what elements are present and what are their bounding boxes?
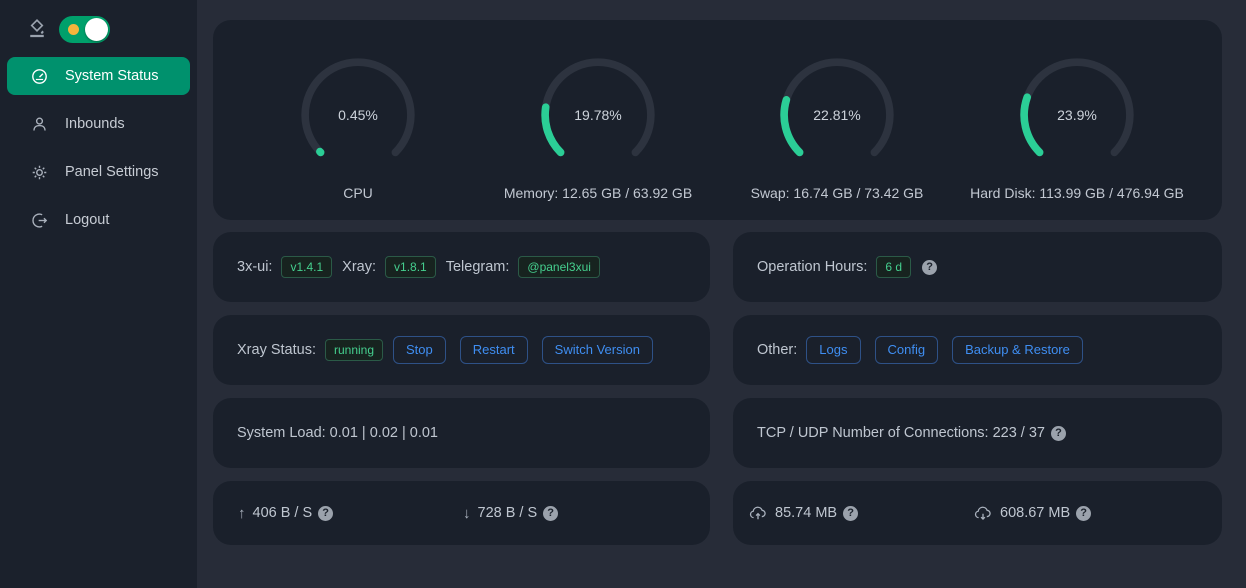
cloud-upload-icon xyxy=(749,505,768,521)
total-traffic-card: 85.74 MB ? 608.67 MB ? xyxy=(733,481,1222,545)
memory-percent: 19.78% xyxy=(574,107,622,123)
connections-card: TCP / UDP Number of Connections: 223 / 3… xyxy=(733,398,1222,468)
restart-button[interactable]: Restart xyxy=(459,336,528,364)
theme-row xyxy=(27,15,110,43)
other-label: Other: xyxy=(757,342,798,358)
app-version-tag: v1.4.1 xyxy=(281,256,333,278)
user-icon xyxy=(31,116,48,133)
sidebar-item-inbounds[interactable]: Inbounds xyxy=(7,105,190,143)
logs-button[interactable]: Logs xyxy=(806,336,861,364)
memory-gauge: 19.78% Memory: 12.65 GB / 63.92 GB xyxy=(478,54,718,201)
swap-label: Swap: 16.74 GB / 73.42 GB xyxy=(750,185,924,201)
versions-card: 3x-ui: v1.4.1 Xray: v1.8.1 Telegram: @pa… xyxy=(213,232,710,302)
telegram-tag[interactable]: @panel3xui xyxy=(518,256,600,278)
dark-mode-toggle[interactable] xyxy=(59,15,110,43)
disk-percent: 23.9% xyxy=(1057,107,1097,123)
disk-gauge: 23.9% Hard Disk: 113.99 GB / 476.94 GB xyxy=(957,54,1197,201)
system-load-text: System Load: 0.01 | 0.02 | 0.01 xyxy=(237,425,438,441)
upload-speed-value: 406 B / S xyxy=(252,505,313,521)
switch-version-button[interactable]: Switch Version xyxy=(541,336,653,364)
config-button[interactable]: Config xyxy=(874,336,939,364)
xray-status-card: Xray Status: running Stop Restart Switch… xyxy=(213,315,710,385)
sidebar-item-panel-settings[interactable]: Panel Settings xyxy=(7,153,190,191)
total-received-metric: 608.67 MB ? xyxy=(974,481,1092,545)
xray-running-tag: running xyxy=(324,339,384,361)
disk-label: Hard Disk: 113.99 GB / 476.94 GB xyxy=(970,185,1184,201)
dashboard-icon xyxy=(31,68,48,85)
download-arrow-icon: ↓ xyxy=(463,504,471,522)
swap-percent: 22.81% xyxy=(813,107,861,123)
sidebar-item-system-status[interactable]: System Status xyxy=(7,57,190,95)
backup-restore-button[interactable]: Backup & Restore xyxy=(952,336,1083,364)
gear-icon xyxy=(31,164,48,181)
cpu-label: CPU xyxy=(343,185,373,201)
cpu-percent: 0.45% xyxy=(338,107,378,123)
other-actions-card: Other: Logs Config Backup & Restore xyxy=(733,315,1222,385)
system-load-card: System Load: 0.01 | 0.02 | 0.01 xyxy=(213,398,710,468)
logout-icon xyxy=(31,212,48,229)
sun-icon xyxy=(68,23,79,35)
swap-gauge: 22.81% Swap: 16.74 GB / 73.42 GB xyxy=(717,54,957,201)
cpu-gauge: 0.45% CPU xyxy=(238,54,478,201)
sidebar: System Status Inbounds Panel Settings xyxy=(0,0,197,588)
help-icon[interactable]: ? xyxy=(843,505,859,521)
network-speed-card: ↑ 406 B / S ? ↓ 728 B / S ? xyxy=(213,481,710,545)
total-sent-metric: 85.74 MB ? xyxy=(749,481,859,545)
operation-hours-card: Operation Hours: 6 d ? xyxy=(733,232,1222,302)
xray-version-label: Xray: xyxy=(342,259,377,275)
upload-speed-metric: ↑ 406 B / S ? xyxy=(238,481,334,545)
help-icon[interactable]: ? xyxy=(1076,505,1092,521)
help-icon[interactable]: ? xyxy=(543,505,559,521)
total-received-value: 608.67 MB xyxy=(1000,505,1071,521)
sidebar-item-label: Inbounds xyxy=(65,116,125,132)
help-icon[interactable]: ? xyxy=(922,259,938,275)
toggle-knob xyxy=(85,17,108,41)
stop-button[interactable]: Stop xyxy=(393,336,446,364)
sidebar-item-label: System Status xyxy=(65,68,159,84)
sidebar-item-label: Logout xyxy=(65,212,110,228)
download-speed-value: 728 B / S xyxy=(477,505,538,521)
system-gauges-card: 0.45% CPU 19.78% Memory: 12.65 GB / 63.9… xyxy=(213,20,1222,220)
cloud-download-icon xyxy=(974,505,993,521)
sidebar-item-logout[interactable]: Logout xyxy=(7,201,190,239)
telegram-label: Telegram: xyxy=(445,259,510,275)
memory-label: Memory: 12.65 GB / 63.92 GB xyxy=(503,185,693,201)
operation-hours-label: Operation Hours: xyxy=(757,259,868,275)
upload-arrow-icon: ↑ xyxy=(238,504,246,522)
xray-version-tag: v1.8.1 xyxy=(385,256,436,278)
help-icon[interactable]: ? xyxy=(318,505,334,521)
connections-text: TCP / UDP Number of Connections: 223 / 3… xyxy=(757,425,1045,441)
total-sent-value: 85.74 MB xyxy=(775,505,838,521)
operation-hours-tag: 6 d xyxy=(876,256,912,278)
theme-colors-icon xyxy=(27,17,49,41)
download-speed-metric: ↓ 728 B / S ? xyxy=(463,481,559,545)
xray-status-label: Xray Status: xyxy=(237,342,316,358)
app-version-label: 3x-ui: xyxy=(237,259,273,275)
sidebar-item-label: Panel Settings xyxy=(65,164,159,180)
help-icon[interactable]: ? xyxy=(1051,425,1066,441)
